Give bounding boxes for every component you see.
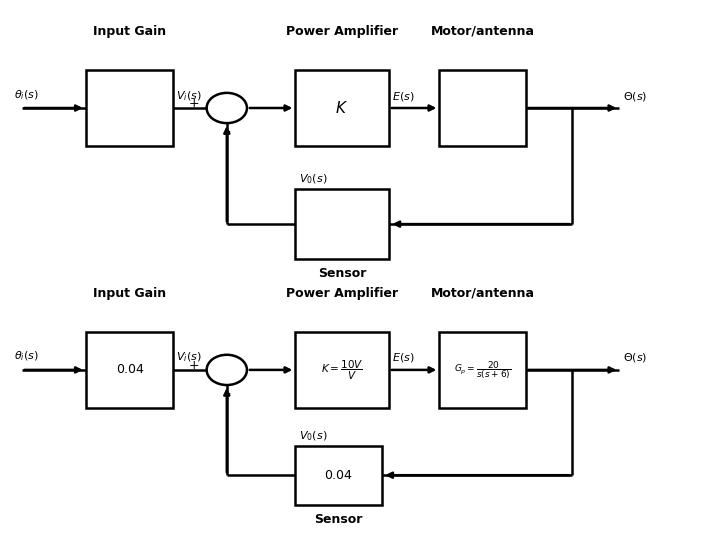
Text: Input Gain: Input Gain: [93, 287, 166, 300]
Text: $K=\dfrac{10V}{V}$: $K=\dfrac{10V}{V}$: [321, 358, 363, 382]
Text: $E(s)$: $E(s)$: [392, 90, 415, 103]
Text: $E(s)$: $E(s)$: [392, 352, 415, 365]
Text: 0.04: 0.04: [325, 469, 352, 482]
Text: Sensor: Sensor: [314, 513, 363, 526]
Text: Power Amplifier: Power Amplifier: [286, 25, 398, 38]
Text: $V_0(s)$: $V_0(s)$: [299, 173, 327, 186]
Bar: [86, 332, 173, 408]
Text: $\Theta(s)$: $\Theta(s)$: [623, 352, 647, 365]
Text: $K$: $K$: [336, 100, 348, 116]
Text: Input Gain: Input Gain: [93, 25, 166, 38]
Text: $\theta_i(s)$: $\theta_i(s)$: [14, 350, 40, 363]
Text: -: -: [226, 126, 230, 140]
Text: $G_p=\dfrac{20}{s(s+6)}$: $G_p=\dfrac{20}{s(s+6)}$: [454, 359, 511, 381]
Text: $V_i(s)$: $V_i(s)$: [176, 89, 202, 103]
Bar: [439, 70, 526, 146]
Text: $\theta_i(s)$: $\theta_i(s)$: [14, 88, 40, 102]
Bar: [86, 70, 173, 146]
Bar: [295, 189, 389, 259]
Text: +: +: [189, 359, 199, 372]
Bar: [295, 446, 382, 505]
Text: $V_i(s)$: $V_i(s)$: [176, 351, 202, 364]
Text: Motor/antenna: Motor/antenna: [431, 287, 534, 300]
Text: $V_0(s)$: $V_0(s)$: [299, 429, 327, 443]
Bar: [295, 332, 389, 408]
Text: +: +: [189, 97, 199, 110]
Text: 0.04: 0.04: [116, 363, 143, 376]
Text: Motor/antenna: Motor/antenna: [431, 25, 534, 38]
Text: Sensor: Sensor: [318, 267, 366, 280]
Text: -: -: [226, 388, 230, 402]
Text: Power Amplifier: Power Amplifier: [286, 287, 398, 300]
Bar: [295, 70, 389, 146]
Bar: [439, 332, 526, 408]
Text: $\Theta(s)$: $\Theta(s)$: [623, 90, 647, 103]
